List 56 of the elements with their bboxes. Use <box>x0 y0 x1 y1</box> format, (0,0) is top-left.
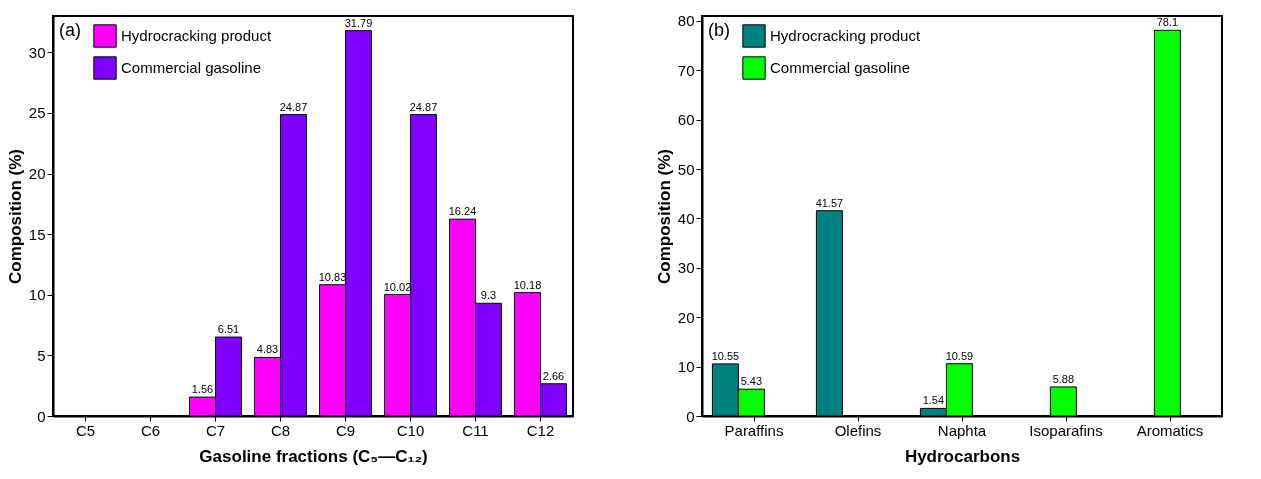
y-tick-label: 40 <box>677 209 695 227</box>
data-label: 31.79 <box>344 16 373 29</box>
x-tick-label: C5 <box>75 421 96 439</box>
x-tick-label: C9 <box>335 421 356 439</box>
y-tick-label: 25 <box>28 104 46 122</box>
y-tick-label: 10 <box>677 358 695 376</box>
data-label: 5.43 <box>740 375 763 388</box>
data-label: 78.1 <box>1156 16 1179 29</box>
legend-label: Hydrocracking product <box>770 27 921 44</box>
x-tick-label: C10 <box>396 421 425 439</box>
y-tick-label: 20 <box>677 308 695 326</box>
x-tick-label: Aromatics <box>1136 421 1204 439</box>
legend-label: Commercial gasoline <box>121 59 262 76</box>
y-tick-label: 0 <box>37 407 46 425</box>
y-tick-label: 20 <box>28 165 46 183</box>
x-tick-label: Naphta <box>937 421 987 439</box>
x-tick-label: C6 <box>140 421 161 439</box>
data-label: 4.83 <box>256 343 279 356</box>
y-tick-label: 30 <box>677 259 695 277</box>
annotation: (b) <box>708 20 730 40</box>
data-label: 24.87 <box>409 100 438 113</box>
data-label: 41.57 <box>815 196 844 209</box>
data-label: 10.59 <box>945 349 974 362</box>
x-tick-label: C11 <box>462 421 489 439</box>
y-tick-label: 50 <box>677 160 695 178</box>
data-label: 9.3 <box>480 289 497 302</box>
x-tick-label: Olefins <box>834 421 882 439</box>
y-tick-label: 0 <box>686 407 695 425</box>
x-tick-label: Isoparafins <box>1029 421 1103 439</box>
y-tick-label: 60 <box>677 111 695 129</box>
x-tick-label: C12 <box>526 421 555 439</box>
y-tick-label: 10 <box>28 286 46 304</box>
data-label: 24.87 <box>279 100 308 113</box>
y-tick-label: 80 <box>677 12 695 30</box>
data-label: 1.54 <box>922 394 945 407</box>
data-label: 5.88 <box>1052 372 1075 385</box>
data-label: 10.55 <box>711 349 740 362</box>
data-label: 2.66 <box>542 369 565 382</box>
annotation: (a) <box>59 20 81 40</box>
x-tick-label: Paraffins <box>724 421 784 439</box>
y-tick-label: 30 <box>28 43 46 61</box>
x-axis-title: Hydrocarbons <box>904 446 1021 466</box>
y-tick-label: 5 <box>37 346 46 364</box>
x-tick-label: C7 <box>205 421 226 439</box>
x-tick-label: C8 <box>270 421 291 439</box>
legend-label: Hydrocracking product <box>121 27 272 44</box>
y-axis-title: Composition (%) <box>5 148 25 285</box>
y-axis-title: Composition (%) <box>654 148 674 285</box>
x-axis-title: Gasoline fractions (C₅—C₁₂) <box>199 446 428 466</box>
data-label: 10.18 <box>513 278 542 291</box>
data-label: 16.24 <box>448 205 477 218</box>
data-label: 6.51 <box>217 323 240 336</box>
data-label: 1.56 <box>191 383 214 396</box>
legend-label: Commercial gasoline <box>770 59 911 76</box>
y-tick-label: 15 <box>28 225 46 243</box>
y-tick-label: 70 <box>677 61 695 79</box>
